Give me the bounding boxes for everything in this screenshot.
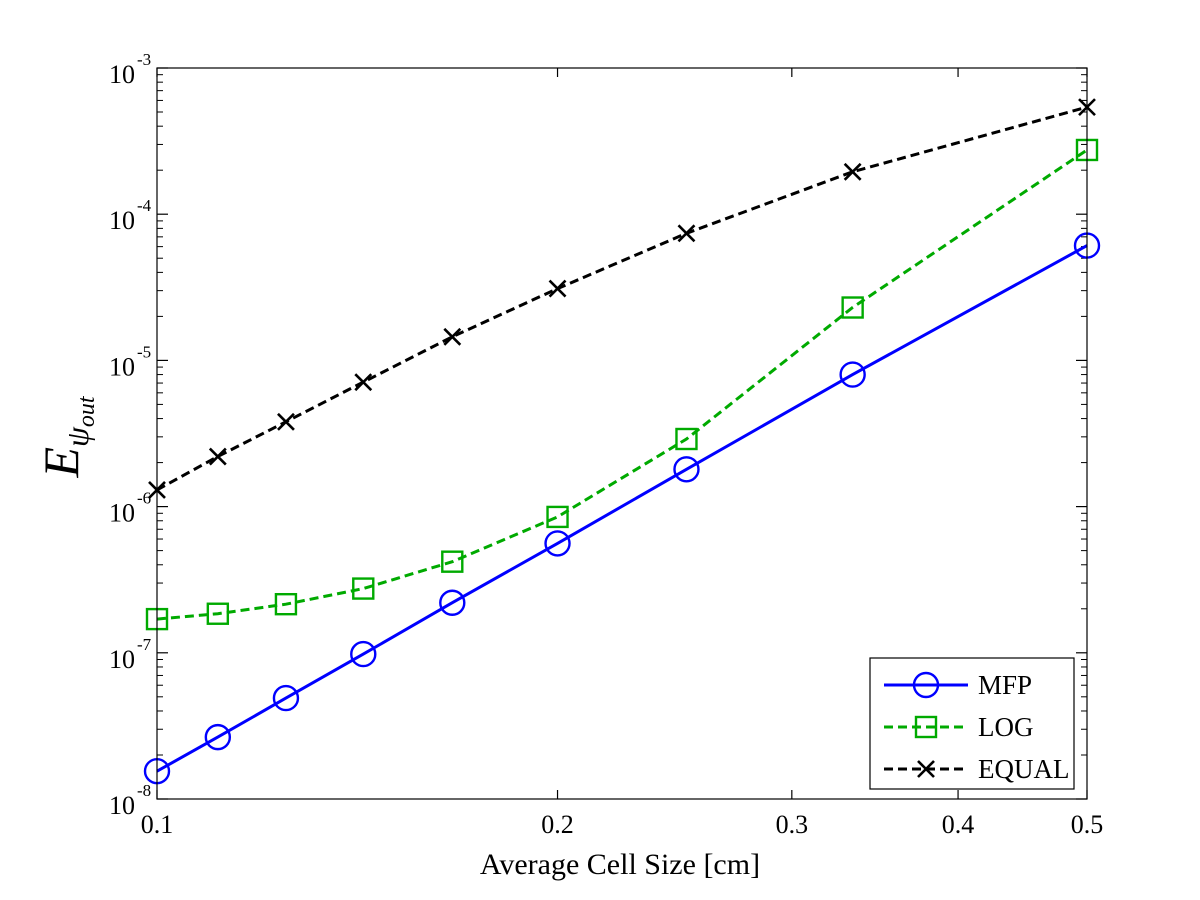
y-tick-label-base: 10: [109, 499, 135, 528]
legend-items: MFP LOG EQUAL: [884, 670, 1069, 784]
x-tick-label: 0.3: [776, 810, 809, 839]
y-tick-label-base: 10: [109, 206, 135, 235]
data-point-equal: [843, 162, 862, 181]
y-tick-label: 10-7: [109, 635, 152, 674]
y-tick-label: 10-5: [109, 342, 151, 381]
y-tick-label-exp: -8: [137, 781, 151, 800]
data-point-equal: [277, 412, 295, 431]
legend-label-equal: EQUAL: [978, 754, 1069, 784]
legend-item-log: LOG: [884, 712, 1034, 742]
y-tick-label-exp: -4: [137, 196, 152, 215]
legend-label-log: LOG: [978, 712, 1034, 742]
y-tick-label-base: 10: [109, 60, 135, 89]
series-line-mfp: [156, 244, 1088, 773]
legend-label-mfp: MFP: [978, 670, 1032, 700]
x-tick-label: 0.4: [942, 810, 975, 839]
y-tick-label-base: 10: [109, 645, 135, 674]
series-mfp: [143, 232, 1101, 785]
data-point-equal: [548, 279, 567, 298]
data-point-log: [352, 577, 375, 600]
plot-frame: [156, 67, 1088, 800]
data-point-equal: [208, 447, 227, 466]
data-point-log: [441, 550, 464, 573]
series-line-equal: [156, 105, 1088, 492]
legend: MFP LOG EQUAL: [869, 657, 1075, 790]
y-tick-label-base: 10: [109, 791, 135, 820]
y-tick-label-exp: -5: [137, 342, 151, 361]
x-tick-label: 0.5: [1071, 810, 1104, 839]
y-axis-label-sub: ψ: [59, 426, 95, 447]
y-tick-label: 10-3: [109, 50, 151, 89]
data-point-mfp: [673, 456, 700, 483]
series-line-log: [156, 148, 1088, 621]
data-point-mfp: [204, 723, 232, 751]
x-tick-label: 0.2: [541, 810, 574, 839]
data-point-mfp: [544, 530, 571, 557]
legend-marker-equal: [917, 760, 935, 778]
legend-marker-mfp: [912, 671, 940, 699]
data-point-mfp: [272, 684, 300, 712]
y-axis-label: Eψout: [33, 395, 100, 478]
data-point-log: [206, 602, 230, 625]
y-tick-label: 10-4: [109, 196, 152, 235]
legend-box: [869, 657, 1075, 790]
data-point-mfp: [839, 361, 866, 388]
legend-marker-log: [914, 715, 938, 739]
svg-text:Eψout: Eψout: [33, 395, 100, 478]
y-tick-label-exp: -3: [137, 50, 151, 69]
x-tick-labels: 0.1 0.2 0.3 0.4 0.5: [141, 810, 1104, 839]
data-point-log: [546, 505, 569, 529]
data-point-equal: [677, 224, 696, 243]
y-tick-labels: 10-810-710-610-510-410-3: [109, 50, 152, 820]
y-tick-label: 10-8: [109, 781, 151, 820]
data-point-equal: [443, 327, 462, 346]
data-point-mfp: [439, 589, 466, 616]
y-axis-label-subsub: out: [74, 395, 100, 427]
x-tick-label: 0.1: [141, 810, 174, 839]
data-point-equal: [354, 373, 373, 392]
data-point-log: [841, 296, 864, 319]
y-tick-label-exp: -6: [137, 489, 151, 508]
data-point-log: [675, 427, 698, 451]
x-axis-label: Average Cell Size [cm]: [480, 848, 760, 881]
y-tick-label: 10-6: [109, 489, 151, 528]
y-tick-label-base: 10: [109, 352, 135, 381]
legend-item-mfp: MFP: [884, 670, 1032, 700]
legend-item-equal: EQUAL: [884, 754, 1069, 784]
y-tick-label-exp: -7: [137, 635, 152, 654]
y-axis-label-base: E: [33, 447, 89, 479]
data-point-log: [274, 592, 298, 616]
data-point-mfp: [350, 640, 377, 668]
